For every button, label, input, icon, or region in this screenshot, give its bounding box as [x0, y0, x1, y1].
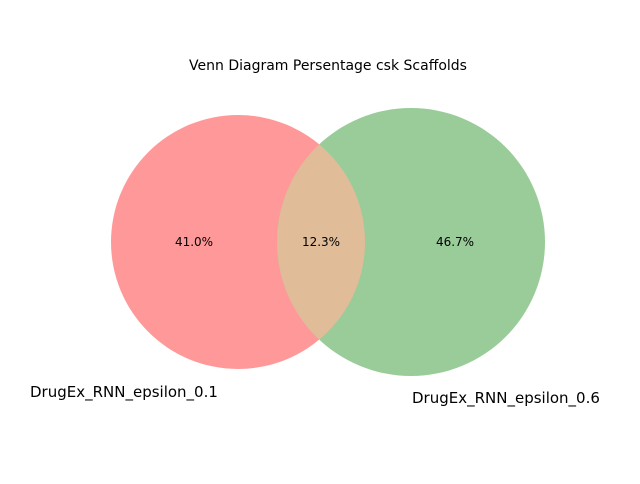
left-only-value: 41.0% — [175, 235, 213, 249]
intersection-value: 12.3% — [302, 235, 340, 249]
right-only-value: 46.7% — [436, 235, 474, 249]
diagram-title: Venn Diagram Persentage csk Scaffolds — [189, 58, 467, 74]
right-set-label: DrugEx_RNN_epsilon_0.6 — [412, 389, 600, 408]
left-set-label: DrugEx_RNN_epsilon_0.1 — [30, 383, 218, 402]
intersection-region — [277, 115, 365, 369]
